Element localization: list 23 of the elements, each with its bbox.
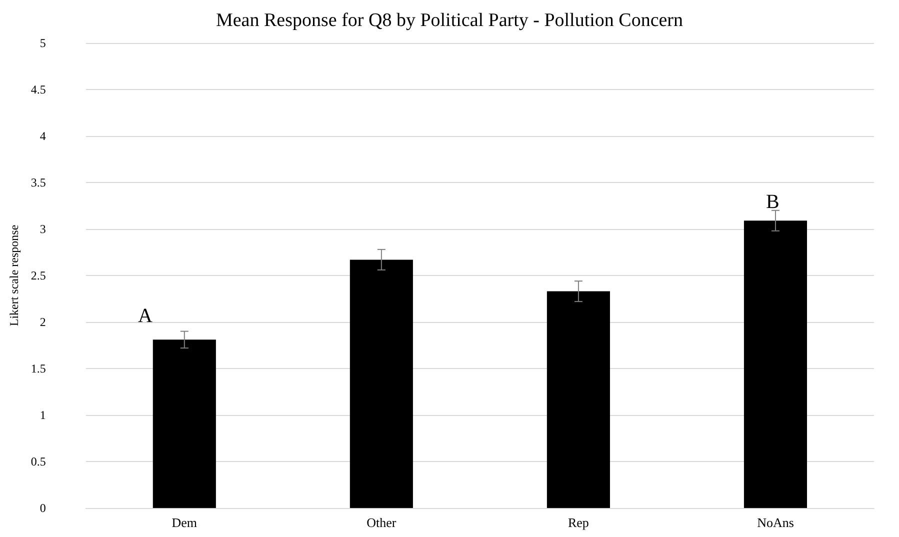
bar: [744, 220, 808, 508]
x-tick-label: NoAns: [757, 515, 794, 530]
bar: [546, 291, 610, 508]
x-tick-label: Dem: [172, 515, 198, 530]
y-tick-label: 2: [40, 315, 46, 329]
y-tick-label: 2.5: [30, 268, 46, 282]
bar: [350, 260, 413, 508]
y-tick-label: 4.5: [30, 82, 46, 96]
y-tick-label: 1.5: [30, 362, 46, 376]
y-axis-title: Likert scale response: [7, 224, 21, 326]
y-tick-label: 0.5: [30, 454, 46, 468]
x-tick-label: Other: [366, 515, 397, 530]
y-tick-label: 5: [40, 36, 46, 50]
bar: [152, 340, 216, 508]
annotation: B: [766, 191, 780, 213]
y-tick-label: 1: [40, 408, 46, 422]
x-tick-label: Rep: [568, 515, 589, 530]
chart-title: Mean Response for Q8 by Political Party - Pollution Concern: [216, 10, 684, 31]
y-tick-label: 3: [40, 222, 46, 236]
y-tick-label: 0: [40, 501, 46, 515]
annotation: A: [138, 305, 153, 327]
y-tick-label: 4: [40, 129, 46, 143]
y-tick-label: 3.5: [30, 176, 46, 190]
